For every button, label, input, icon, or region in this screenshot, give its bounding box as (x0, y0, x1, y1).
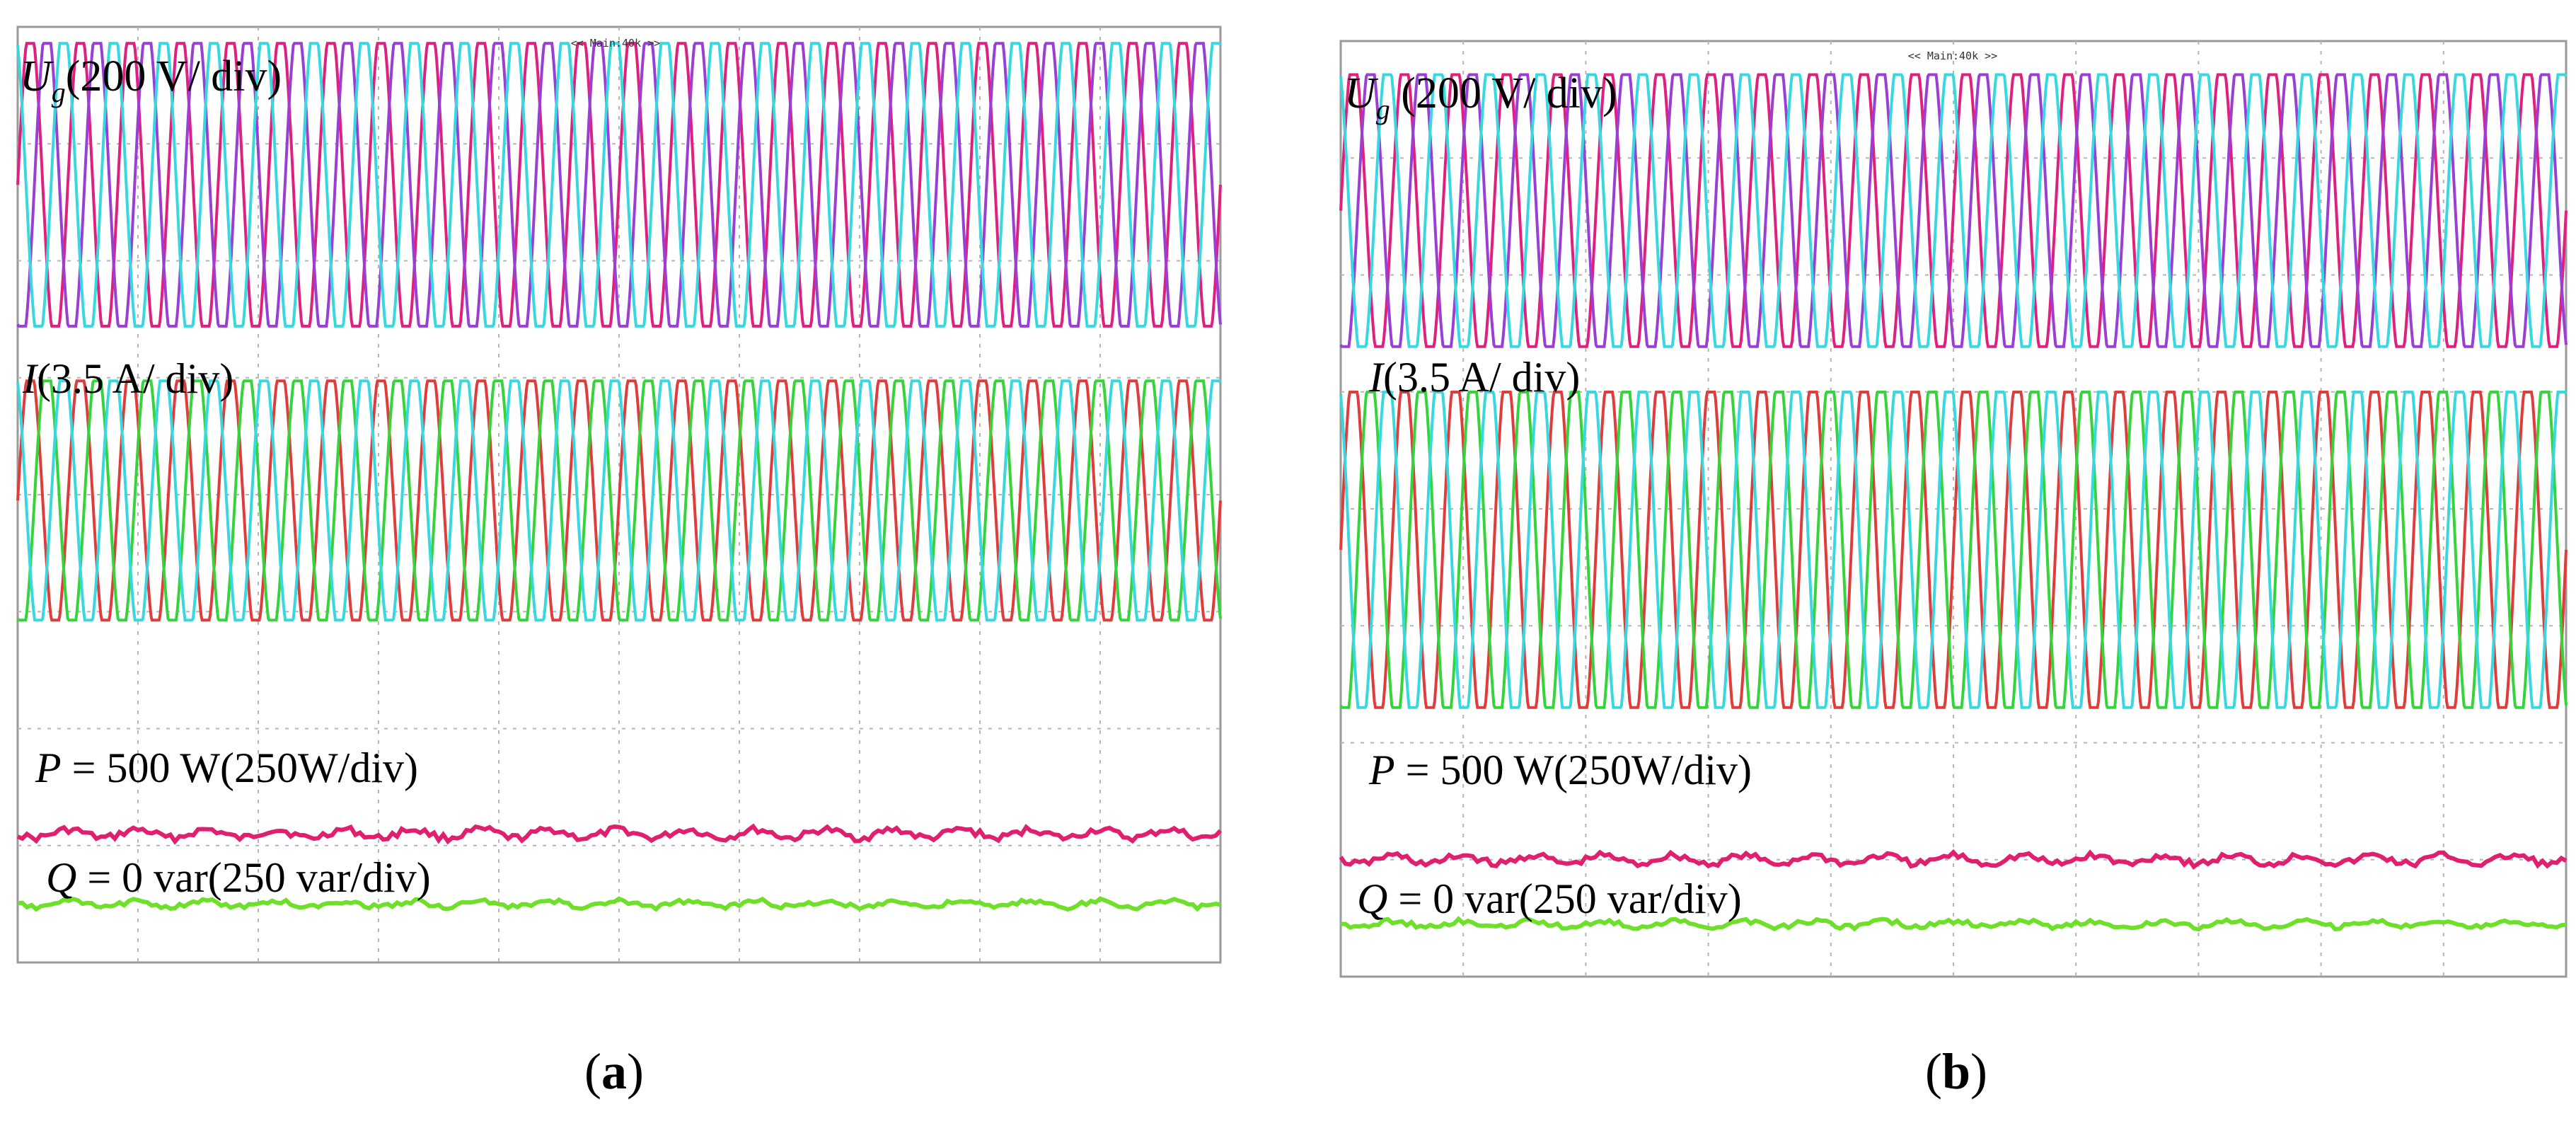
reactive-power-label: Q = 0 var(250 var/div) (46, 854, 431, 901)
reactive-power-symbol: Q (46, 854, 76, 901)
scope-header-text: << Main:40k >> (1908, 50, 1997, 62)
scope-header-text: << Main:40k >> (571, 37, 660, 50)
current-symbol: I (22, 355, 39, 402)
current-scale-label: I(3.5 A/ div) (22, 355, 233, 402)
voltage-scale-label: Ug (200 V/ div) (1344, 69, 1617, 125)
reactive-power-trace (17, 896, 1221, 912)
current-scale-label: I(3.5 A/ div) (1368, 354, 1580, 401)
current-trace-phase-a (16, 379, 1222, 622)
voltage-scale-text: (200 V/ div) (1390, 69, 1617, 117)
active-power-trace (16, 823, 1223, 845)
scope-panel-a: << Main:40k >> Ug(200 V/ div) I(3.5 A/ d… (16, 25, 1223, 1100)
active-power-symbol: P (35, 745, 62, 791)
caption-letter-b: b (1942, 1043, 1970, 1100)
active-power-label: P = 500 W(250W/div) (1368, 747, 1752, 793)
voltage-trace-phase-b (16, 42, 1222, 328)
reactive-power-trace (1340, 916, 2567, 932)
active-power-label: P = 500 W(250W/div) (35, 745, 418, 791)
active-power-trace (1339, 849, 2568, 870)
voltage-scale-label: Ug(200 V/ div) (20, 52, 282, 108)
active-power-text: = 500 W(250W/div) (62, 745, 418, 791)
scope-traces (16, 42, 1223, 912)
current-trace-phase-c (16, 379, 1222, 622)
active-power-symbol: P (1368, 747, 1395, 793)
current-trace-phase-b (16, 379, 1222, 622)
voltage-trace-phase-c (1339, 73, 2568, 348)
voltage-subscript: g (1376, 93, 1390, 125)
caption-letter-a: a (601, 1043, 627, 1100)
reactive-power-symbol: Q (1357, 875, 1387, 922)
voltage-trace-phase-a (1339, 73, 2568, 348)
current-trace-phase-c (1339, 391, 2568, 709)
panel-caption-b: (b) (1925, 1043, 1987, 1100)
voltage-subscript: g (52, 76, 66, 108)
panel-caption-a: (a) (584, 1043, 644, 1100)
reactive-power-text: = 0 var(250 var/div) (76, 854, 430, 901)
current-symbol: I (1368, 354, 1385, 401)
active-power-text: = 500 W(250W/div) (1395, 747, 1752, 793)
reactive-power-text: = 0 var(250 var/div) (1387, 875, 1741, 922)
voltage-trace-phase-c (16, 42, 1222, 328)
voltage-symbol: U (1344, 69, 1379, 117)
voltage-trace-phase-a (16, 42, 1222, 328)
voltage-scale-text: (200 V/ div) (66, 52, 282, 100)
current-scale-text: (3.5 A/ div) (37, 355, 233, 402)
reactive-power-label: Q = 0 var(250 var/div) (1357, 875, 1742, 922)
current-trace-phase-a (1339, 391, 2568, 709)
scope-panel-b: << Main:40k >> Ug (200 V/ div) I(3.5 A/ … (1339, 40, 2568, 1100)
current-trace-phase-b (1339, 391, 2568, 709)
voltage-symbol: U (20, 52, 54, 100)
scope-traces (1339, 73, 2568, 932)
voltage-trace-phase-b (1339, 73, 2568, 348)
current-scale-text: (3.5 A/ div) (1383, 354, 1580, 401)
